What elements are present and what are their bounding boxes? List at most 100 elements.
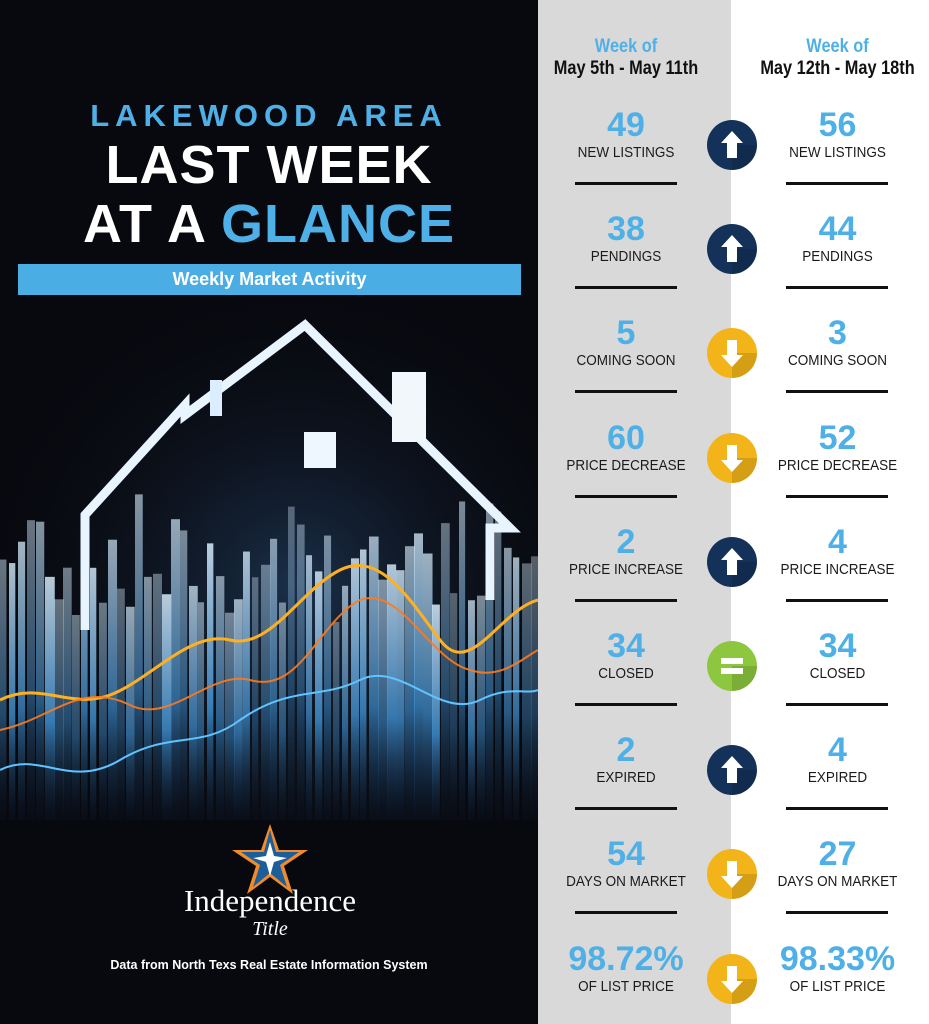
chart-bar [288, 506, 295, 820]
curr-value: 52 [818, 419, 857, 457]
curr-week-metric: 56 NEW LISTINGS [746, 106, 929, 162]
arrow-down-icon [707, 328, 757, 378]
chart-bar [351, 558, 360, 820]
chart-bar [81, 543, 88, 820]
curr-value: 4 [828, 731, 847, 769]
row-divider [575, 911, 677, 914]
previous-week-dates: May 5th - May 11th [553, 58, 699, 79]
chart-bar [333, 621, 340, 820]
prev-value: 34 [607, 627, 645, 665]
prev-value: 98.72% [568, 940, 684, 978]
chart-bar [387, 564, 397, 820]
title-prefix: AT A [83, 194, 221, 254]
hero-panel: LAKEWOOD AREA LAST WEEK AT A GLANCE Week… [0, 0, 538, 1024]
previous-week-column [538, 0, 731, 1024]
chart-bar [9, 563, 16, 820]
curr-value: 56 [818, 106, 857, 144]
current-week-label: Week of [806, 36, 869, 57]
chimney [392, 372, 426, 442]
prev-week-metric: 2 EXPIRED [538, 731, 714, 787]
curr-week-metric: 4 EXPIRED [746, 731, 929, 787]
curr-week-metric: 98.33% OF LIST PRICE [746, 940, 929, 996]
chart-bar [432, 604, 440, 820]
chart-bar [324, 535, 332, 820]
row-divider [575, 495, 677, 498]
metric-label: COMING SOON [787, 352, 887, 369]
chart-bar [459, 501, 466, 820]
chart-bar [216, 576, 225, 820]
chart-bar [279, 602, 286, 820]
chart-bar [243, 551, 250, 820]
chart-bar [135, 494, 143, 820]
chart-bar [513, 557, 520, 820]
arrow-down-icon [707, 954, 757, 1004]
chart-bar [378, 579, 388, 820]
prev-week-metric: 60 PRICE DECREASE [538, 419, 714, 475]
row-divider [786, 703, 888, 706]
chart-bar [36, 521, 45, 820]
metric-label: NEW LISTINGS [789, 144, 886, 161]
chart-bar [450, 593, 458, 820]
curr-value: 27 [818, 835, 857, 873]
arrow-down-icon [707, 433, 757, 483]
metric-label: PRICE INCREASE [780, 561, 895, 578]
chart-bar [63, 567, 72, 820]
chart-bar [45, 576, 55, 820]
arrow-down-icon [707, 849, 757, 899]
chart-bar [108, 539, 118, 820]
chart-bar [441, 523, 450, 820]
chart-bar [198, 602, 205, 820]
row-divider [575, 703, 677, 706]
chart-bar [180, 530, 188, 820]
house-outline [80, 319, 521, 630]
chart-bar [414, 533, 424, 820]
row-divider [786, 599, 888, 602]
current-week-dates: May 12th - May 18th [760, 58, 915, 79]
chart-bar [207, 543, 214, 820]
metric-label: DAYS ON MARKET [566, 873, 686, 890]
chart-bar [423, 553, 433, 820]
row-divider [575, 286, 677, 289]
row-divider [786, 911, 888, 914]
chart-bar [531, 556, 538, 820]
curr-value: 34 [818, 627, 857, 665]
chart-bar [396, 570, 405, 820]
prev-week-metric: 54 DAYS ON MARKET [538, 835, 714, 891]
prev-value: 38 [607, 210, 645, 248]
curr-value: 44 [818, 210, 857, 248]
row-divider [575, 182, 677, 185]
prev-week-metric: 38 PENDINGS [538, 210, 714, 266]
arrow-up-icon [707, 537, 757, 587]
chart-bar [54, 599, 64, 820]
arrow-up-icon [707, 745, 757, 795]
chart-bar [369, 536, 379, 820]
chart-bar [144, 576, 152, 820]
curr-value: 3 [828, 314, 847, 352]
curr-week-metric: 4 PRICE INCREASE [746, 523, 929, 579]
previous-week-label: Week of [594, 36, 658, 57]
area-subtitle: LAKEWOOD AREA [90, 98, 448, 133]
chart-bar [261, 564, 271, 820]
chart-bar [99, 602, 107, 820]
chart-bar [18, 541, 26, 820]
metric-label: EXPIRED [596, 769, 656, 786]
trend-line-red [0, 597, 538, 731]
chart-bar [486, 503, 494, 820]
metric-label: DAYS ON MARKET [777, 873, 898, 890]
row-divider [786, 495, 888, 498]
chart-bar [477, 595, 486, 820]
chart-bar [297, 524, 305, 820]
curr-week-metric: 44 PENDINGS [746, 210, 929, 266]
prev-value: 60 [607, 419, 645, 457]
weekly-activity-banner: Weekly Market Activity [18, 264, 521, 295]
chart-bar [126, 606, 135, 820]
chart-bar [315, 571, 323, 820]
row-divider [575, 599, 677, 602]
metric-label: OF LIST PRICE [578, 978, 674, 995]
house-window [304, 432, 336, 468]
row-divider [575, 390, 677, 393]
chart-bar [252, 577, 259, 820]
house-chart-illustration [0, 300, 538, 820]
curr-week-metric: 27 DAYS ON MARKET [746, 835, 929, 891]
metric-label: OF LIST PRICE [789, 978, 886, 995]
